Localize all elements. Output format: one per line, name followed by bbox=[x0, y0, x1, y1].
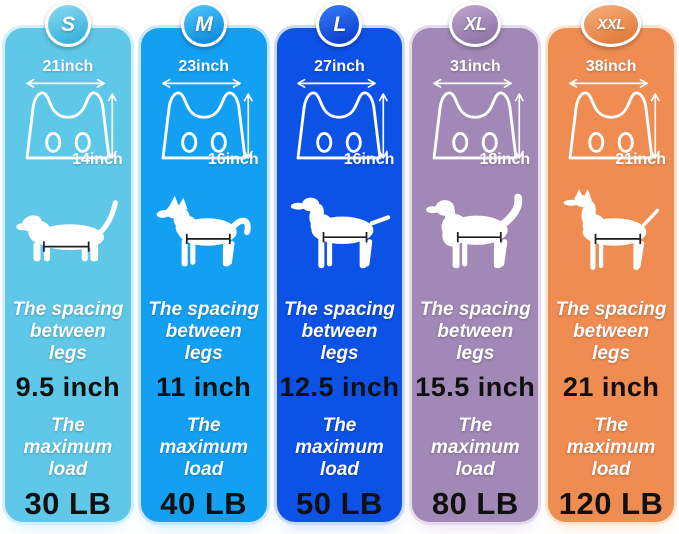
pointer-dog-icon bbox=[291, 197, 391, 269]
doberman-dog-icon bbox=[563, 188, 660, 270]
size-badge-label: M bbox=[195, 12, 213, 36]
size-column-m: M 23inch 16inch bbox=[140, 0, 267, 534]
chest-height-value: 16inch bbox=[207, 150, 259, 168]
load-value: 50 LB bbox=[296, 486, 383, 521]
size-panel-m: 23inch 16inch bbox=[140, 28, 267, 522]
chest-width-value: 23inch bbox=[178, 58, 230, 75]
load-value: 80 LB bbox=[431, 486, 519, 521]
spacing-label: The spacing between legs bbox=[284, 298, 395, 364]
chest-width-value: 21inch bbox=[42, 58, 94, 75]
chest-width-value: 27inch bbox=[314, 58, 365, 75]
size-column-l: L 27inch 16inch bbox=[276, 0, 403, 534]
size-panel-s: 21inch 14inch bbox=[5, 28, 131, 522]
size-panel-xxl: 38inch 21inch bbox=[548, 28, 674, 522]
chest-height-value: 21inch bbox=[615, 150, 666, 168]
chest-height-value: 18inch bbox=[479, 150, 531, 168]
spacing-value: 11 inch bbox=[156, 372, 252, 403]
leg-spacing-measure-line bbox=[323, 231, 368, 243]
harness-diagram-icon bbox=[297, 78, 389, 160]
size-panel-l: 27inch 16inch bbox=[276, 28, 403, 522]
harness-diagram-icon bbox=[25, 78, 117, 160]
harness-diagram-icon bbox=[568, 78, 660, 160]
size-column-xl: XL 31inch 18inch bbox=[412, 0, 539, 534]
size-badge-l: L bbox=[316, 2, 363, 47]
load-value: 40 LB bbox=[160, 486, 248, 521]
leg-spacing-measure-line bbox=[594, 233, 642, 244]
chest-width-value: 31inch bbox=[449, 58, 501, 75]
size-badge-label: S bbox=[61, 12, 75, 36]
load-label: The maximum load bbox=[566, 415, 656, 481]
size-badge-label: XL bbox=[464, 14, 487, 34]
dachshund-dog-icon bbox=[16, 200, 118, 262]
retriever-dog-icon bbox=[426, 193, 523, 269]
chest-height-value: 14inch bbox=[72, 150, 123, 168]
load-label: The maximum load bbox=[23, 415, 113, 481]
load-label: The maximum load bbox=[430, 415, 520, 481]
chest-height-value: 16inch bbox=[343, 150, 395, 168]
spacing-value: 21 inch bbox=[562, 372, 660, 403]
spacing-label: The spacing between legs bbox=[12, 298, 124, 364]
spacing-value: 12.5 inch bbox=[279, 372, 400, 403]
chest-width-value: 38inch bbox=[585, 58, 637, 75]
load-value: 120 LB bbox=[558, 486, 664, 521]
leg-spacing-measure-line bbox=[185, 233, 231, 244]
leg-spacing-measure-line bbox=[42, 241, 90, 252]
spacing-label: The spacing between legs bbox=[555, 298, 667, 364]
spacing-value: 9.5 inch bbox=[15, 372, 121, 403]
harness-diagram-icon bbox=[161, 78, 253, 160]
spacing-label: The spacing between legs bbox=[419, 298, 531, 364]
harness-diagram-icon bbox=[432, 78, 525, 160]
load-value: 30 LB bbox=[24, 486, 112, 521]
size-badge-s: S bbox=[44, 2, 91, 47]
spacing-label: The spacing between legs bbox=[148, 298, 260, 364]
spacing-value: 15.5 inch bbox=[415, 372, 536, 403]
load-label: The maximum load bbox=[295, 415, 384, 481]
size-panel-xl: 31inch 18inch bbox=[412, 28, 539, 522]
size-column-xxl: XXL 38inch 21inch bbox=[548, 0, 674, 534]
size-badge-xl: XL bbox=[449, 2, 502, 47]
husky-dog-icon bbox=[156, 195, 251, 267]
load-label: The maximum load bbox=[159, 415, 249, 481]
size-badge-m: M bbox=[180, 2, 227, 47]
size-badge-label: L bbox=[333, 12, 346, 36]
size-badge-xxl: XXL bbox=[581, 2, 642, 47]
size-badge-label: XXL bbox=[597, 16, 625, 33]
size-column-s: S 21inch 14inch bbox=[5, 0, 131, 534]
leg-spacing-measure-line bbox=[457, 231, 502, 243]
